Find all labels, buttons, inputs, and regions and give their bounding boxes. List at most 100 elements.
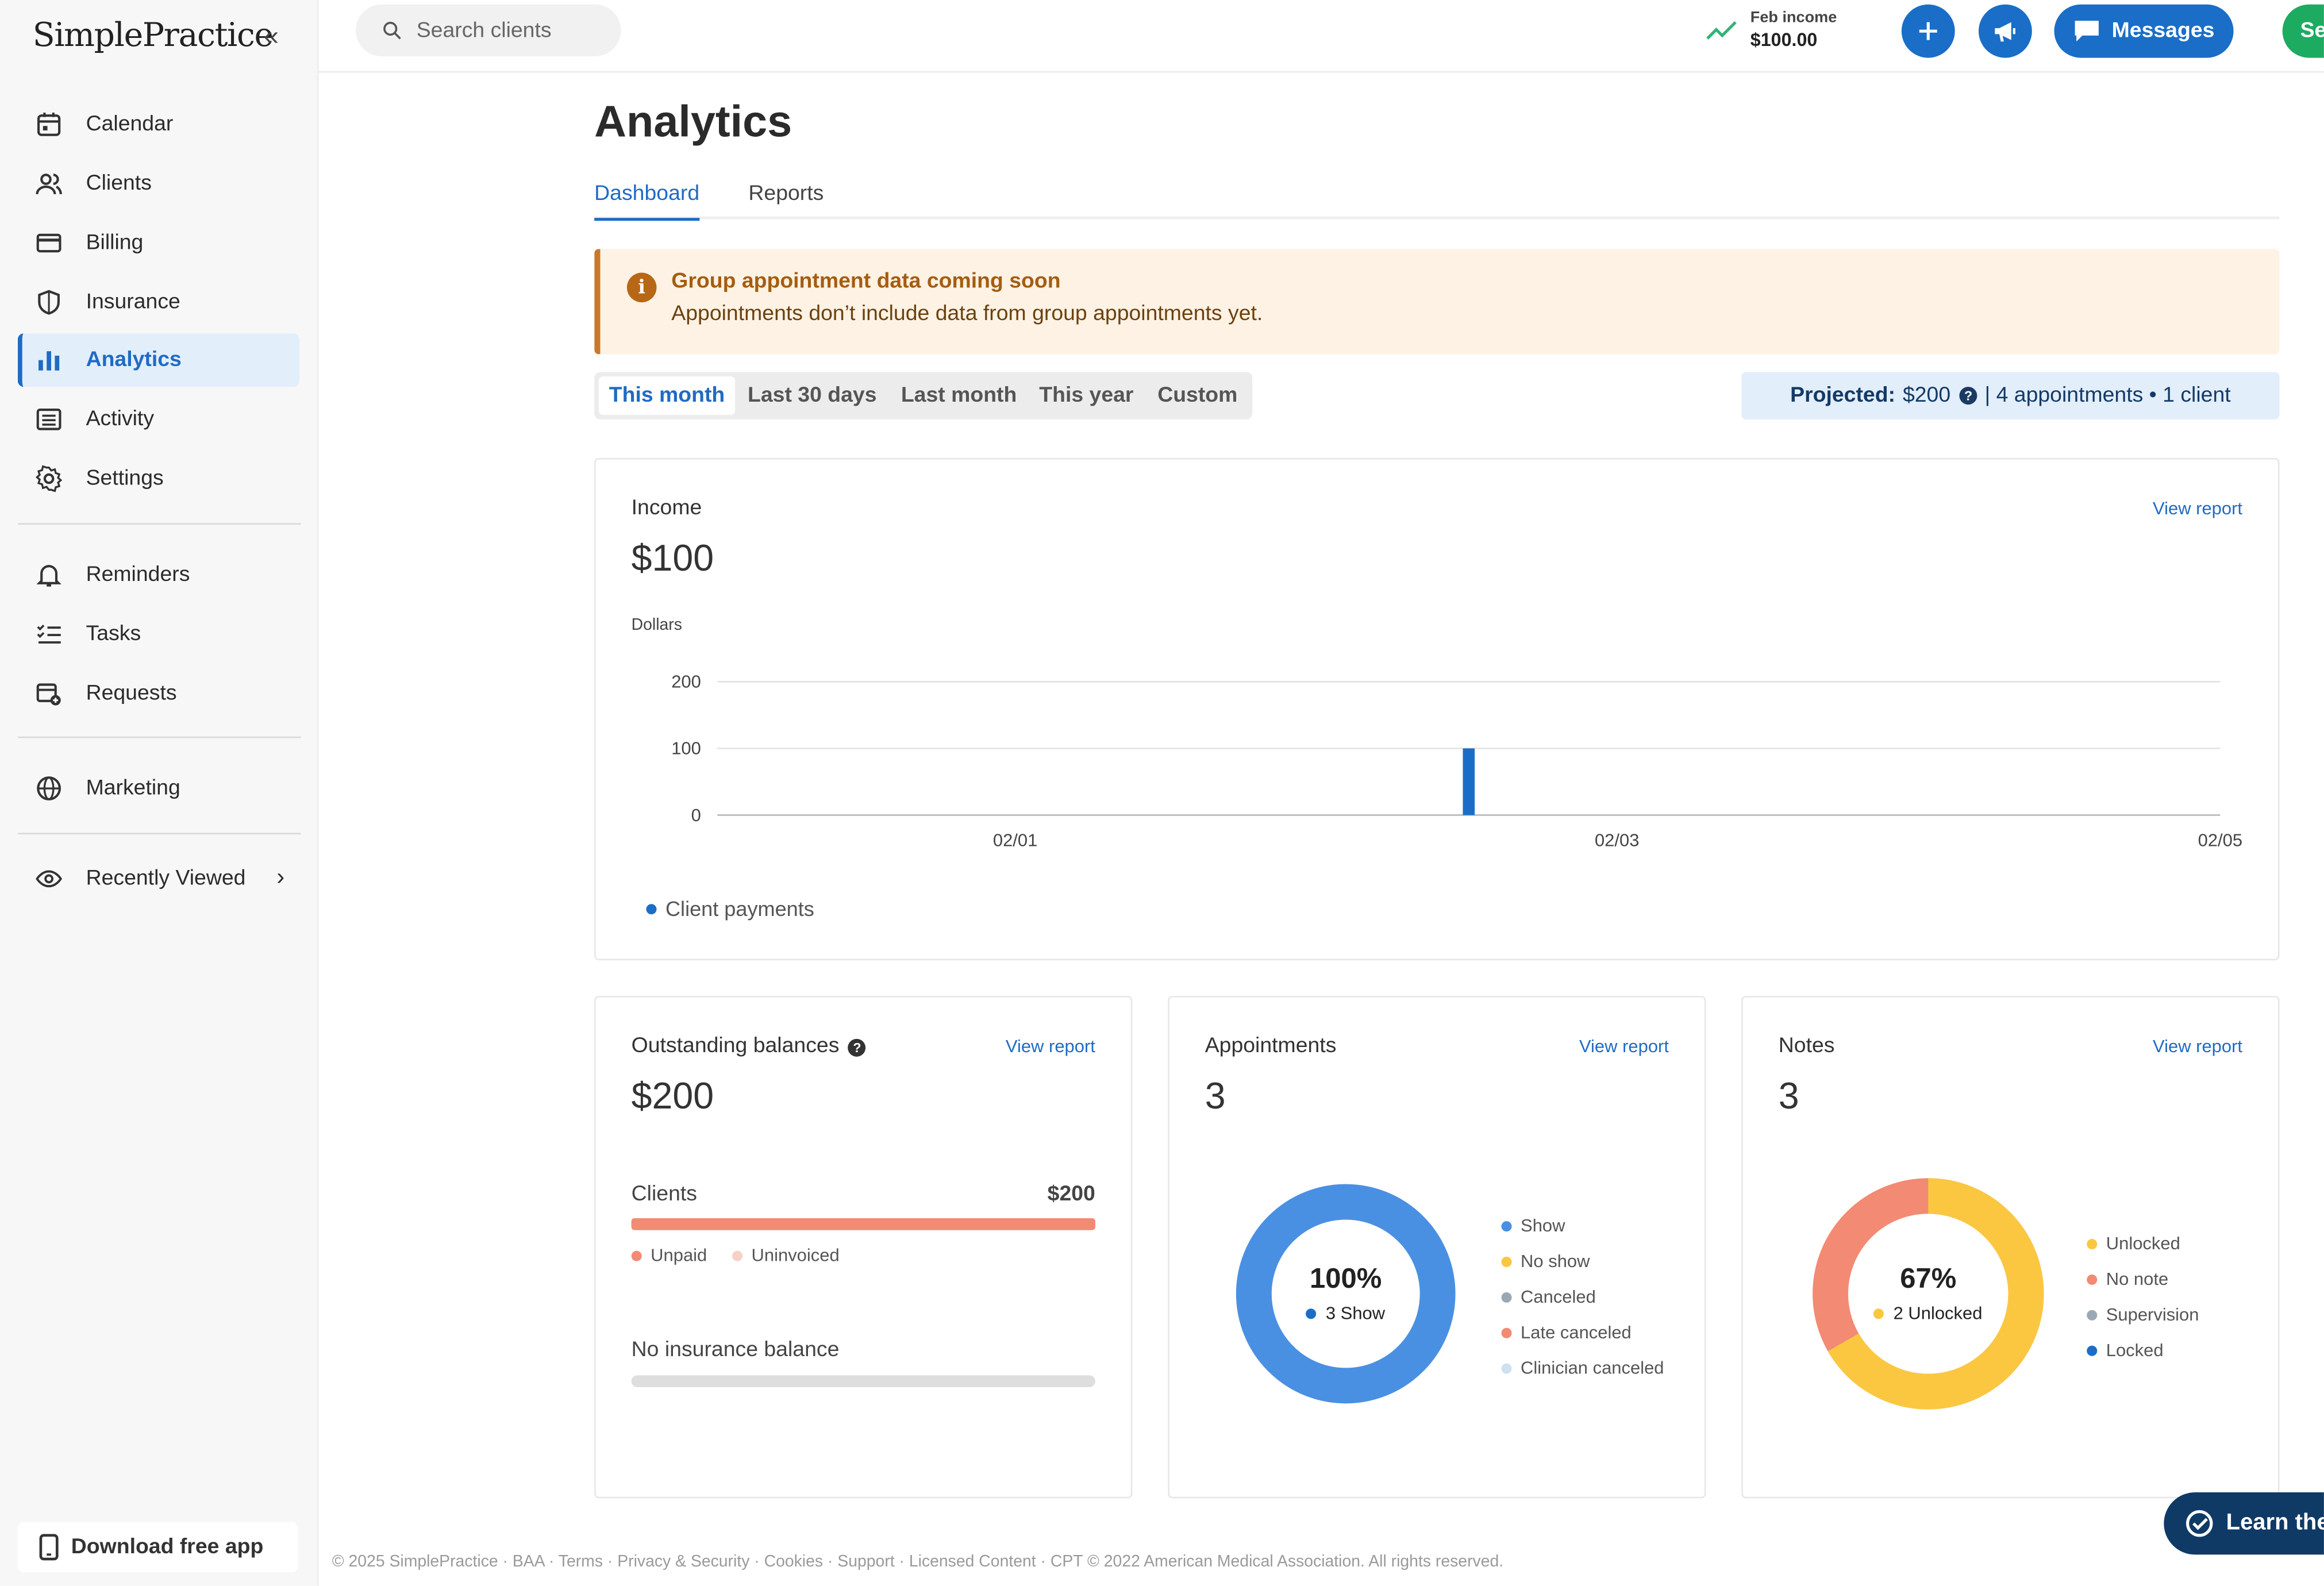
sidebar-item-tasks[interactable]: Tasks [18, 607, 299, 661]
legend-show: Show [1501, 1215, 1565, 1236]
sidebar-item-analytics[interactable]: Analytics [17, 333, 299, 387]
green-action-button[interactable]: Se [2282, 4, 2324, 58]
appointments-value: 3 [1205, 1076, 1226, 1118]
donut-segment-unlocked [1813, 1178, 2044, 1410]
appointments-title: Appointments [1205, 1034, 1337, 1058]
info-banner: i Group appointment data coming soon App… [594, 249, 2280, 355]
search-icon [383, 21, 401, 40]
appointments-view-report-link[interactable]: View report [1579, 1035, 1669, 1057]
legend-locked: Locked [2087, 1339, 2164, 1361]
chart-ylabel: Dollars [632, 615, 682, 634]
range-last-30-days[interactable]: Last 30 days [748, 383, 877, 408]
donut-center-label: 2 Unlocked [1810, 1303, 2047, 1323]
range-last-month[interactable]: Last month [901, 383, 1017, 408]
outstanding-view-report-link[interactable]: View report [1005, 1035, 1095, 1057]
notes-view-report-link[interactable]: View report [2153, 1035, 2243, 1057]
sidebar-item-reminders[interactable]: Reminders [18, 548, 299, 602]
legend-swatch [1501, 1256, 1512, 1267]
appointments-card: Appointments 3 View report 100% 3 Show S… [1168, 996, 1706, 1499]
add-button[interactable] [1901, 4, 1955, 58]
help-icon[interactable]: ? [1959, 387, 1977, 405]
search-input[interactable]: Search clients [355, 4, 621, 57]
projected-summary: Projected: $200 ? | 4 appointments • 1 c… [1741, 372, 2280, 419]
bell-icon [36, 565, 61, 587]
donut-center-text: 2 Unlocked [1893, 1302, 1983, 1324]
sidebar-item-clients[interactable]: Clients [18, 157, 299, 210]
sidebar-item-marketing[interactable]: Marketing [18, 762, 299, 815]
legend-unlocked: Unlocked [2087, 1233, 2180, 1254]
outstanding-value: $200 [631, 1076, 714, 1118]
chart-legend-label: Client payments [665, 896, 814, 921]
projected-details: | 4 appointments • 1 client [1984, 383, 2231, 408]
legend-label: Late canceled [1521, 1322, 1632, 1343]
range-custom[interactable]: Custom [1157, 383, 1238, 408]
eye-icon [36, 870, 62, 888]
sidebar-item-insurance[interactable]: Insurance [18, 276, 299, 329]
insurance-balance-bar [631, 1375, 1095, 1387]
sidebar-item-calendar[interactable]: Calendar [18, 98, 299, 151]
legend-no-show: No show [1501, 1251, 1590, 1272]
sidebar-item-label: Billing [86, 231, 144, 255]
sidebar-item-requests[interactable]: Requests [18, 667, 299, 721]
sidebar-item-recently-viewed[interactable]: Recently Viewed › [18, 852, 299, 906]
clients-balance-label: Clients [631, 1183, 697, 1207]
download-app-button[interactable]: Download free app [17, 1522, 298, 1573]
legend-label: Unlocked [2106, 1233, 2180, 1254]
income-view-report-link[interactable]: View report [2153, 498, 2243, 519]
collapse-sidebar-icon[interactable]: « [264, 21, 279, 51]
outstanding-balances-card: Outstanding balances ? $200 View report … [594, 996, 1133, 1499]
legend-swatch [2087, 1238, 2098, 1249]
range-this-month[interactable]: This month [598, 376, 736, 415]
notes-donut [1813, 1178, 2044, 1410]
sidebar-divider [17, 523, 301, 525]
sidebar-item-billing[interactable]: Billing [18, 217, 299, 270]
tab-dashboard[interactable]: Dashboard [594, 182, 700, 221]
sidebar-item-label: Recently Viewed [86, 867, 246, 891]
megaphone-icon [1995, 22, 2015, 42]
app-logo[interactable]: SimplePractice [32, 17, 274, 55]
learn-button[interactable]: Learn the [2164, 1492, 2324, 1555]
notes-value: 3 [1778, 1076, 1799, 1118]
legend-swatch [2087, 1345, 2098, 1356]
legend-swatch [1501, 1362, 1512, 1373]
range-this-year[interactable]: This year [1039, 383, 1134, 408]
legend-swatch [1874, 1307, 1885, 1319]
legend-uninvoiced: Uninvoiced [732, 1245, 840, 1265]
trend-up-icon [1706, 21, 1737, 40]
feb-income-widget[interactable]: Feb income $100.00 [1706, 9, 1837, 51]
chart-bar[interactable] [1463, 748, 1475, 815]
legend-no-note: No note [2087, 1269, 2168, 1289]
donut-center-label: 3 Show [1234, 1303, 1457, 1323]
legend-clinician-canceled: Clinician canceled [1501, 1357, 1664, 1379]
donut-center-text: 3 Show [1325, 1302, 1386, 1324]
legend-swatch [1501, 1220, 1512, 1231]
sidebar-item-settings[interactable]: Settings [18, 452, 299, 506]
legend-label: Clinician canceled [1521, 1357, 1664, 1379]
tab-reports[interactable]: Reports [748, 182, 824, 206]
legend-canceled: Canceled [1501, 1287, 1596, 1307]
messages-button[interactable]: Messages [2054, 4, 2234, 58]
announcements-button[interactable] [1978, 4, 2032, 58]
income-title: Income [631, 496, 702, 521]
income-value: $100 [631, 538, 714, 580]
sidebar-item-label: Insurance [86, 290, 180, 314]
help-icon[interactable]: ? [848, 1038, 866, 1057]
sidebar-item-label: Settings [86, 467, 164, 491]
legend-late-canceled: Late canceled [1501, 1322, 1632, 1343]
x-tick-label: 02/01 [993, 830, 1037, 850]
info-icon: i [626, 272, 657, 303]
legend-label: Locked [2106, 1339, 2164, 1361]
income-card: Income $100 View report Dollars 200 100 0 0… [594, 457, 2280, 961]
sidebar-item-label: Reminders [86, 563, 190, 587]
chart-legend-item: Client payments [646, 896, 814, 921]
sidebar-item-activity[interactable]: Activity [18, 392, 299, 446]
chevron-right-icon: › [276, 865, 285, 891]
clients-balance-value: $200 [1047, 1183, 1095, 1207]
gear-icon [35, 465, 63, 492]
chat-icon [2075, 21, 2099, 42]
income-chart: Dollars 200 100 0 02/01 02/03 02/05 [632, 615, 2242, 850]
sidebar-item-label: Activity [86, 407, 155, 432]
legend-swatch [2087, 1273, 2098, 1284]
outstanding-title: Outstanding balances ? [632, 1034, 866, 1058]
top-bar: Search clients Feb income $100.00 Messag… [318, 0, 2324, 73]
